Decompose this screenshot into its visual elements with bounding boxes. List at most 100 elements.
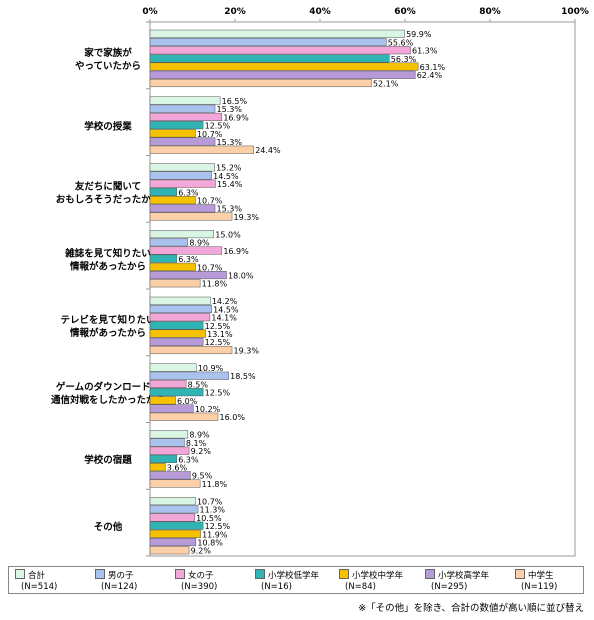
data-label: 18.0% xyxy=(228,271,254,280)
data-label: 12.5% xyxy=(205,322,231,331)
x-tick-label: 60% xyxy=(394,7,416,17)
legend-label: 男の子 xyxy=(108,571,134,581)
legend-label: 女の子 xyxy=(188,571,214,581)
data-label: 6.3% xyxy=(178,188,199,197)
x-tick-label: 80% xyxy=(479,7,501,17)
bar xyxy=(149,345,233,355)
bar xyxy=(149,121,204,130)
data-label: 16.5% xyxy=(222,97,248,106)
bar xyxy=(149,479,201,488)
bar xyxy=(149,546,190,555)
bar xyxy=(149,296,211,305)
legend-item: 女の子 (N=390) xyxy=(175,569,217,593)
data-label: 61.3% xyxy=(412,47,438,56)
legend-sample-size: (N=124) xyxy=(101,582,138,592)
data-label: 8.1% xyxy=(186,439,207,448)
legend-sample-size: (N=119) xyxy=(521,582,558,592)
bar xyxy=(149,538,197,547)
data-label: 10.8% xyxy=(197,538,223,547)
bar xyxy=(149,271,227,280)
data-label: 8.5% xyxy=(188,380,209,389)
bar xyxy=(149,29,405,38)
legend-swatch xyxy=(339,569,349,579)
legend-sample-size: (N=16) xyxy=(261,582,292,592)
legend-label: 小学校低学年 xyxy=(268,571,320,581)
legend-label: 合計 xyxy=(28,571,46,581)
legend-swatch xyxy=(425,569,435,579)
data-label: 11.8% xyxy=(202,280,228,289)
bar xyxy=(149,337,204,346)
legend-swatch xyxy=(95,569,105,579)
legend-item: 小学校中学年 (N=84) xyxy=(339,569,403,593)
data-label: 8.9% xyxy=(189,239,210,248)
bar xyxy=(149,396,176,405)
data-label: 15.3% xyxy=(217,205,243,214)
data-label: 19.3% xyxy=(234,346,260,355)
category-label: 友だちに聞いておもしろそうだったから xyxy=(56,181,161,206)
bar xyxy=(149,137,216,146)
legend-swatch xyxy=(15,569,25,579)
data-label: 19.3% xyxy=(234,213,260,222)
legend-item: 小学校低学年 (N=16) xyxy=(255,569,319,593)
legend-item: 合計 (N=514) xyxy=(15,569,57,593)
category-label: 家で家族がやっていたから xyxy=(75,47,141,72)
data-label: 10.9% xyxy=(198,364,224,373)
data-label: 15.4% xyxy=(217,180,243,189)
legend-sample-size: (N=514) xyxy=(21,582,58,592)
bar xyxy=(149,505,199,514)
category-label: 学校の宿題 xyxy=(84,454,132,466)
data-label: 15.3% xyxy=(217,105,243,114)
bar xyxy=(149,104,216,113)
bar xyxy=(149,129,196,138)
bar xyxy=(149,204,216,213)
bar xyxy=(149,78,372,88)
data-label: 52.1% xyxy=(373,79,399,88)
bar xyxy=(149,54,390,63)
legend-sample-size: (N=295) xyxy=(431,582,468,592)
data-label: 55.6% xyxy=(388,38,414,47)
data-label: 10.7% xyxy=(197,130,223,139)
data-label: 9.2% xyxy=(191,447,212,456)
data-label: 6.3% xyxy=(178,455,199,464)
data-label: 14.1% xyxy=(211,314,237,323)
bar xyxy=(149,529,201,538)
data-label: 10.2% xyxy=(195,405,221,414)
data-label: 14.2% xyxy=(212,297,238,306)
bar xyxy=(149,446,190,455)
legend-swatch xyxy=(515,569,525,579)
data-label: 62.4% xyxy=(417,71,443,80)
bar xyxy=(149,262,196,271)
data-label: 56.3% xyxy=(391,55,417,64)
bar xyxy=(149,463,166,472)
bar xyxy=(149,70,416,79)
data-label: 12.5% xyxy=(205,122,231,131)
bar xyxy=(149,329,206,338)
data-label: 16.9% xyxy=(223,113,249,122)
data-label: 16.9% xyxy=(223,247,249,256)
data-label: 3.6% xyxy=(167,464,188,473)
data-label: 15.2% xyxy=(216,164,242,173)
legend-label: 中学生 xyxy=(528,571,554,581)
x-tick-label: 20% xyxy=(224,7,246,17)
bar xyxy=(149,46,411,55)
data-label: 11.9% xyxy=(202,530,228,539)
x-tick-label: 40% xyxy=(309,7,331,17)
bar xyxy=(149,497,196,506)
bar xyxy=(149,412,219,421)
data-label: 24.4% xyxy=(255,146,281,155)
data-label: 11.3% xyxy=(200,506,226,515)
x-tick-label: 100% xyxy=(561,7,589,17)
category-label: ゲームのダウンロードや通信対戦をしたかったから xyxy=(51,381,165,406)
bar xyxy=(149,196,196,205)
data-label: 9.2% xyxy=(191,547,212,556)
legend-label: 小学校高学年 xyxy=(438,571,490,581)
legend: 合計 (N=514) 男の子 (N=124) 女の子 (N=390) 小学校低学年 (N=16… xyxy=(8,566,584,594)
data-label: 10.7% xyxy=(197,263,223,272)
data-label: 14.5% xyxy=(213,172,239,181)
bar xyxy=(149,187,178,196)
legend-label: 小学校中学年 xyxy=(352,571,404,581)
data-label: 10.5% xyxy=(196,514,222,523)
data-label: 14.5% xyxy=(213,305,239,314)
legend-item: 小学校高学年 (N=295) xyxy=(425,569,489,593)
data-label: 12.5% xyxy=(205,389,231,398)
